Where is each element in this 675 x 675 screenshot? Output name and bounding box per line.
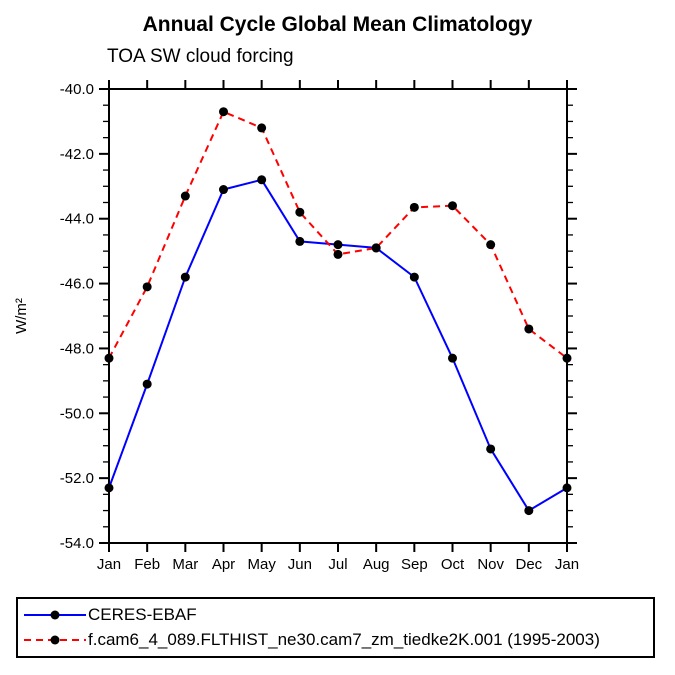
y-tick-label: -46.0: [60, 276, 94, 293]
x-tick-label: Oct: [441, 556, 465, 573]
y-axis-label: W/m²: [13, 298, 30, 334]
legend-sample-marker: [50, 610, 60, 620]
data-point-marker: [486, 240, 496, 250]
data-point-marker: [257, 175, 267, 185]
x-tick-label: Mar: [172, 556, 198, 573]
y-tick-label: -42.0: [60, 146, 94, 163]
x-tick-label: Sep: [401, 556, 428, 573]
data-point-marker: [562, 483, 572, 493]
y-tick-label: -54.0: [60, 535, 94, 552]
data-point-marker: [333, 240, 343, 250]
y-tick-label: -40.0: [60, 81, 94, 98]
x-tick-label: Jan: [97, 556, 121, 573]
legend-label-model: f.cam6_4_089.FLTHIST_ne30.cam7_zm_tiedke…: [88, 630, 600, 650]
data-point-marker: [180, 191, 190, 201]
data-point-marker: [448, 353, 457, 363]
data-point-marker: [448, 201, 457, 211]
series-line-1: [108, 110, 568, 359]
data-point-marker: [219, 107, 228, 117]
data-point-marker: [562, 353, 572, 363]
y-tick-label: -50.0: [60, 405, 94, 422]
chart-subtitle: TOA SW cloud forcing: [107, 46, 294, 67]
data-point-marker: [104, 353, 114, 363]
legend-line-sample-ceres: [24, 610, 86, 620]
axis-tick-labels: -40.0 -42.0 -44.0 -46.0 -48.0 -50.0 -52.0 -54.0…: [13, 81, 579, 573]
series-lines: [108, 110, 568, 512]
page-title: Annual Cycle Global Mean Climatology: [142, 13, 533, 36]
x-tick-label: Aug: [363, 556, 390, 573]
data-point-marker: [180, 272, 190, 282]
data-point-marker: [524, 506, 534, 516]
x-tick-label: Dec: [515, 556, 542, 573]
data-point-marker: [409, 202, 419, 212]
data-point-marker: [371, 243, 381, 253]
x-tick-label: Apr: [212, 556, 235, 573]
x-tick-label: May: [247, 556, 276, 573]
data-point-marker: [142, 379, 152, 389]
data-point-marker: [104, 483, 114, 493]
legend-line-sample-model: [24, 635, 86, 645]
axis-ticks: [99, 80, 577, 552]
data-point-marker: [409, 272, 419, 282]
data-point-marker: [257, 123, 267, 133]
legend-sample-marker: [50, 635, 60, 645]
x-tick-label: Nov: [477, 556, 504, 573]
y-tick-label: -52.0: [60, 470, 94, 487]
x-tick-label: Jun: [288, 556, 312, 573]
legend-item-model: f.cam6_4_089.FLTHIST_ne30.cam7_zm_tiedke…: [23, 630, 653, 650]
series-markers: [104, 107, 572, 516]
series-line-0: [108, 178, 568, 512]
data-point-marker: [295, 207, 305, 217]
data-point-marker: [486, 444, 496, 454]
axes: [108, 88, 568, 544]
y-tick-label: -48.0: [60, 340, 94, 357]
x-tick-label: Jan: [555, 556, 579, 573]
data-point-marker: [524, 324, 534, 334]
legend-item-ceres: CERES-EBAF: [23, 605, 653, 625]
data-point-marker: [333, 249, 343, 259]
data-point-marker: [295, 236, 305, 246]
data-point-marker: [219, 185, 228, 195]
chart-legend: CERES-EBAF f.cam6_4_089.FLTHIST_ne30.cam…: [16, 597, 655, 658]
legend-label-ceres: CERES-EBAF: [88, 604, 197, 624]
x-tick-label: Jul: [328, 556, 347, 573]
data-point-marker: [142, 282, 152, 292]
y-tick-label: -44.0: [60, 211, 94, 228]
x-tick-label: Feb: [134, 556, 160, 573]
